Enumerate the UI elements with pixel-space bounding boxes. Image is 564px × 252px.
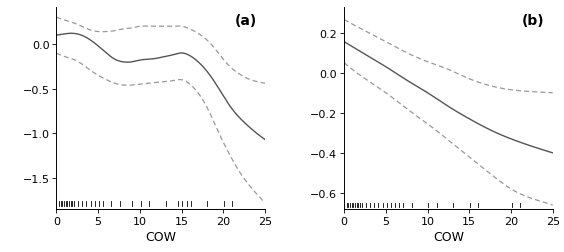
Text: (b): (b) [522, 14, 544, 27]
Text: (a): (a) [235, 14, 257, 27]
X-axis label: COW: COW [433, 230, 464, 243]
X-axis label: COW: COW [145, 230, 176, 243]
